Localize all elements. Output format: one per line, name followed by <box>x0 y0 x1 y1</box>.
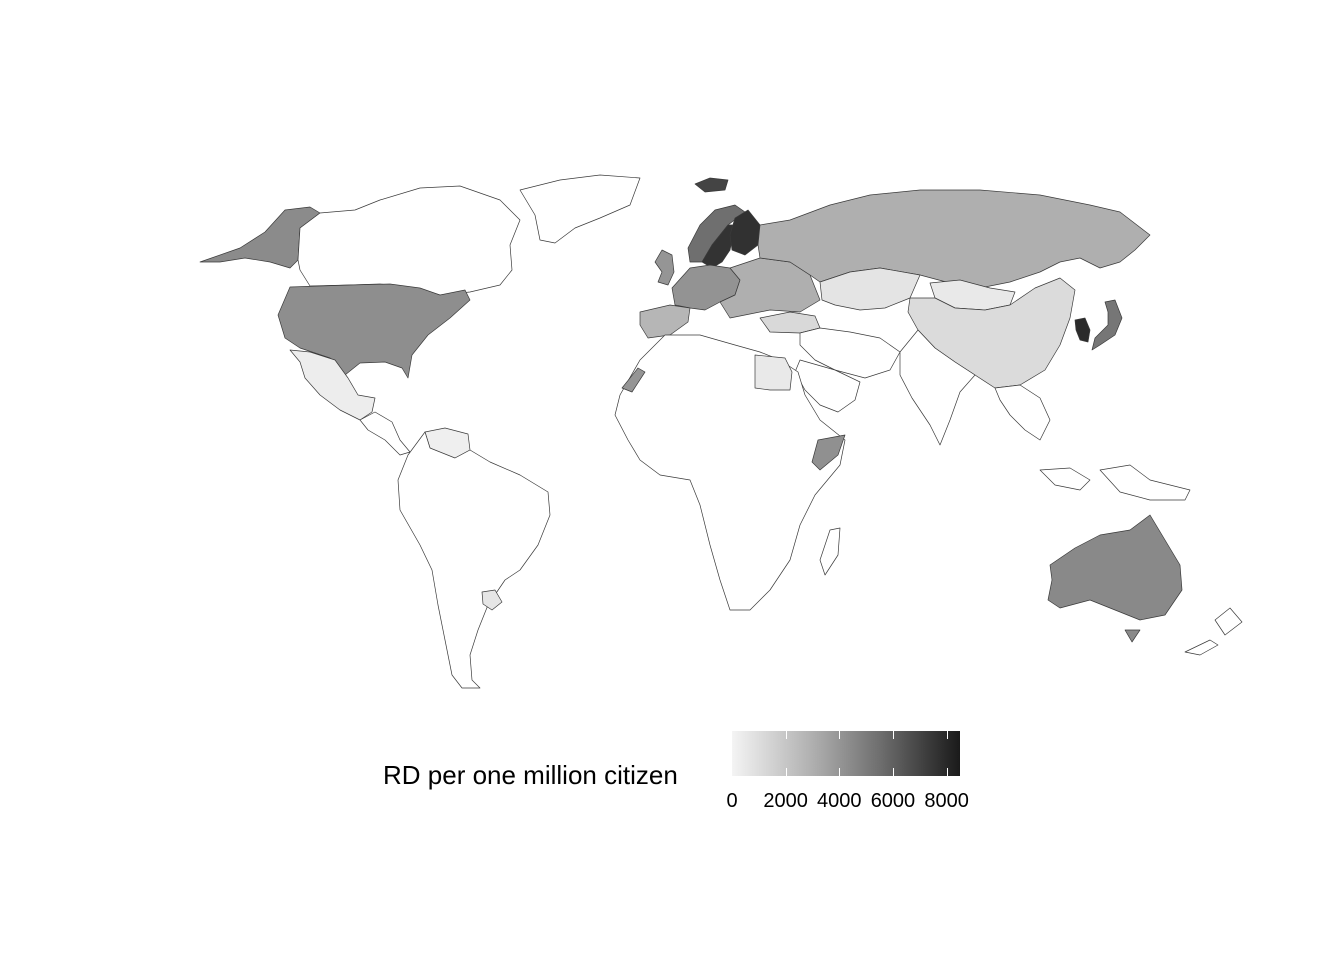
region-australia <box>1047 514 1183 643</box>
region-russia <box>757 189 1151 289</box>
region-africa <box>614 334 846 611</box>
region-uruguay <box>481 589 503 611</box>
legend-tick-mark <box>785 731 787 776</box>
legend-tick-label: 2000 <box>763 790 808 812</box>
legend-tick-mark <box>892 731 894 776</box>
region-japan <box>1091 299 1123 351</box>
region-finland <box>729 209 761 256</box>
legend-colorbar <box>732 731 960 776</box>
region-canada <box>297 185 521 296</box>
region-india <box>899 329 976 446</box>
legend-tick-mark <box>946 731 948 776</box>
region-madagascar <box>819 527 841 576</box>
region-usa <box>277 283 471 379</box>
region-mexico <box>289 349 376 421</box>
legend-tick-mark <box>839 731 841 776</box>
region-iberia <box>639 304 691 339</box>
region-korea <box>1074 317 1091 343</box>
legend-tick-label: 6000 <box>870 790 916 812</box>
region-middle-east <box>799 327 901 379</box>
region-central-america <box>359 411 411 456</box>
region-south-america <box>397 431 551 689</box>
region-kazakhstan <box>819 267 921 311</box>
region-southeast-asia <box>994 384 1191 501</box>
region-uk <box>654 249 675 286</box>
region-somalia <box>811 434 846 471</box>
legend-title: RD per one million citizen <box>383 760 678 790</box>
legend-tick-label: 8000 <box>924 790 969 812</box>
legend-tick-label: 4000 <box>817 790 862 812</box>
region-egypt <box>754 354 793 391</box>
legend-tick-label: 0 <box>726 790 738 812</box>
region-iceland <box>694 177 729 193</box>
region-greenland <box>519 174 641 244</box>
region-new-zealand <box>1184 607 1243 656</box>
region-western-sahara <box>621 367 646 393</box>
region-turkey <box>759 311 821 334</box>
